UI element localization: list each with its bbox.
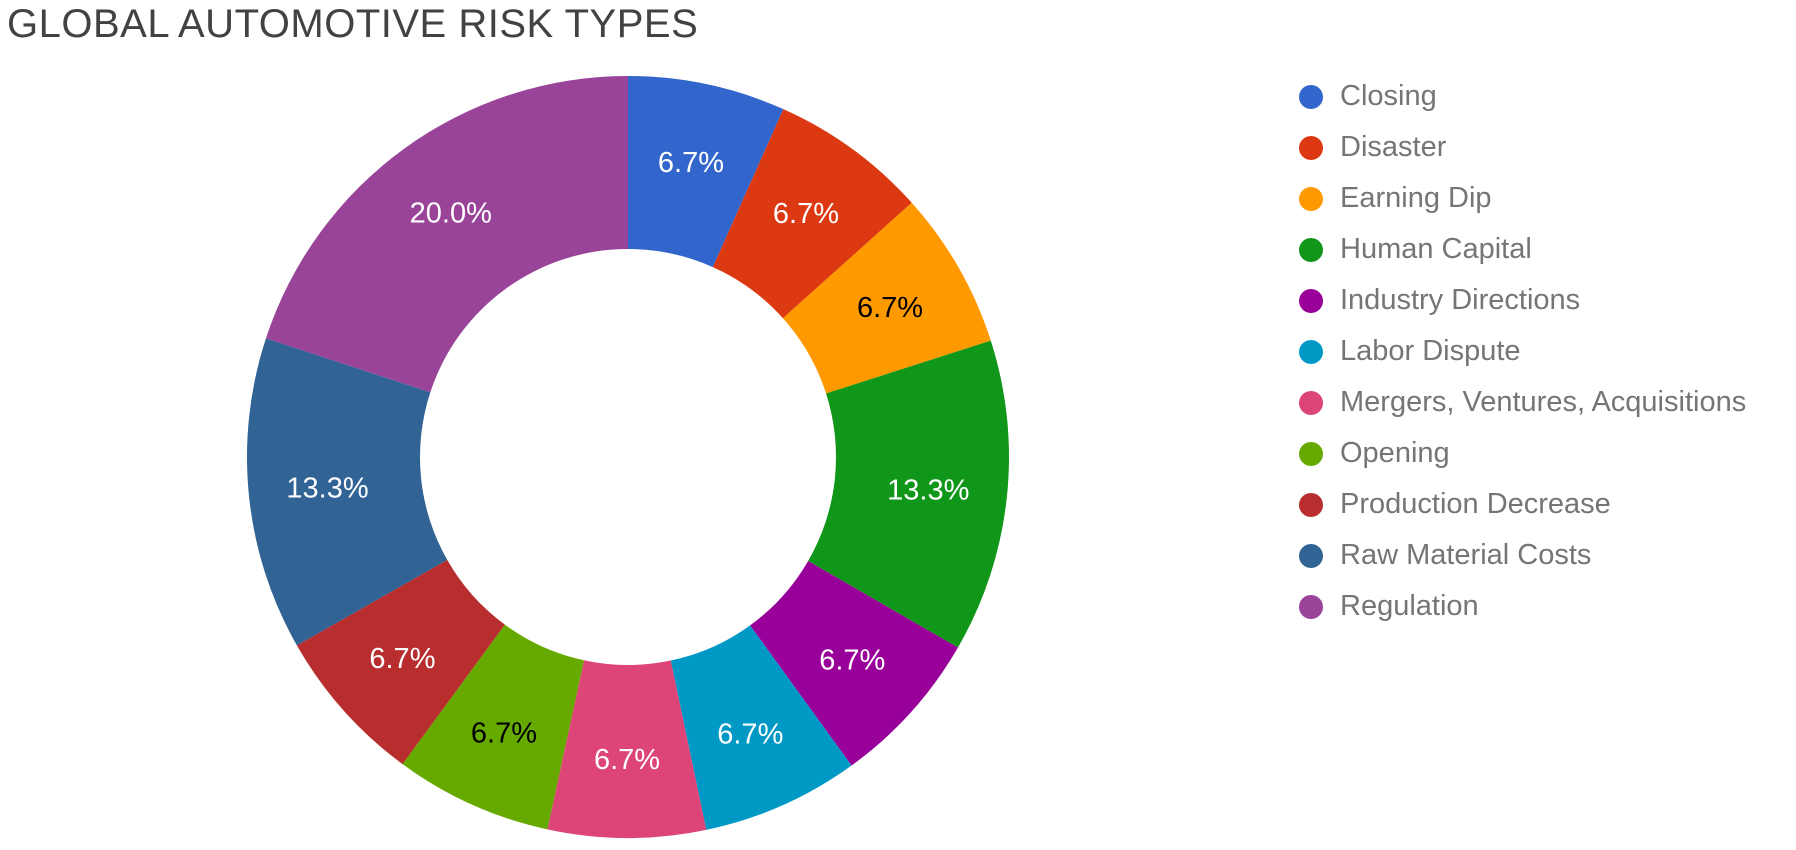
legend-dot-production-decrease	[1299, 492, 1323, 517]
slice-opening[interactable]	[402, 624, 584, 830]
chart-title: GLOBAL AUTOMOTIVE RISK TYPES	[7, 2, 699, 46]
slice-percent-label-industry-directions: 6.7%	[819, 644, 885, 676]
legend-item-regulation[interactable]: Regulation	[1299, 581, 1746, 632]
legend: Closing Disaster Earning Dip Human Capital I…	[1299, 71, 1746, 632]
slice-earning-dip[interactable]	[782, 202, 991, 394]
slice-mergers-ventures-acquisitions[interactable]	[547, 660, 707, 838]
legend-item-label: Disaster	[1340, 131, 1447, 163]
legend-item-label: Mergers, Ventures, Acquisitions	[1340, 386, 1747, 418]
legend-dot-earning-dip	[1299, 186, 1323, 211]
legend-item-disaster[interactable]: Disaster	[1299, 122, 1746, 173]
slice-regulation[interactable]	[265, 76, 628, 393]
slice-labor-dispute[interactable]	[670, 625, 852, 830]
legend-item-earning-dip[interactable]: Earning Dip	[1299, 173, 1746, 224]
slice-percent-label-closing: 6.7%	[658, 147, 724, 179]
slice-percent-label-human-capital: 13.3%	[887, 474, 969, 506]
legend-item-closing[interactable]: Closing	[1299, 71, 1746, 122]
legend-item-raw-material-costs[interactable]: Raw Material Costs	[1299, 530, 1746, 581]
legend-item-production-decrease[interactable]: Production Decrease	[1299, 479, 1746, 530]
legend-item-human-capital[interactable]: Human Capital	[1299, 224, 1746, 275]
legend-item-label: Closing	[1340, 80, 1437, 112]
legend-item-label: Production Decrease	[1340, 488, 1611, 520]
slice-closing[interactable]	[628, 76, 784, 268]
legend-item-label: Human Capital	[1340, 233, 1532, 265]
slice-disaster[interactable]	[712, 109, 912, 319]
slice-percent-label-production-decrease: 6.7%	[369, 643, 435, 675]
legend-item-labor-dispute[interactable]: Labor Dispute	[1299, 326, 1746, 377]
legend-item-label: Earning Dip	[1340, 182, 1492, 214]
slice-percent-label-earning-dip: 6.7%	[857, 292, 923, 324]
slice-production-decrease[interactable]	[296, 559, 505, 765]
legend-item-label: Opening	[1340, 437, 1450, 469]
legend-item-label: Raw Material Costs	[1340, 539, 1592, 571]
legend-item-label: Regulation	[1340, 590, 1479, 622]
legend-dot-regulation	[1299, 594, 1323, 619]
legend-item-industry-directions[interactable]: Industry Directions	[1299, 275, 1746, 326]
slice-percent-label-labor-dispute: 6.7%	[717, 718, 783, 750]
donut-chart: 6.7% 6.7% 6.7% 13.3% 6.7% 6.7% 6.7% 6.7% 6.7% 13.…	[246, 76, 1009, 838]
legend-dot-raw-material-costs	[1299, 543, 1323, 568]
slice-percent-label-mergers-ventures-acquisitions: 6.7%	[594, 744, 660, 776]
legend-dot-human-capital	[1299, 237, 1323, 262]
slice-percent-label-opening: 6.7%	[471, 718, 537, 750]
slice-percent-label-regulation: 20.0%	[410, 198, 492, 230]
slice-percent-label-raw-material-costs: 13.3%	[286, 472, 368, 504]
legend-item-label: Industry Directions	[1340, 284, 1581, 316]
slice-raw-material-costs[interactable]	[246, 338, 448, 646]
legend-dot-closing	[1299, 84, 1323, 109]
legend-dot-opening	[1299, 441, 1323, 466]
legend-dot-industry-directions	[1299, 288, 1323, 313]
legend-dot-mergers-ventures-acquisitions	[1299, 390, 1323, 415]
legend-item-label: Labor Dispute	[1340, 335, 1521, 367]
slice-industry-directions[interactable]	[750, 561, 958, 766]
slice-human-capital[interactable]	[808, 340, 1009, 648]
legend-item-opening[interactable]: Opening	[1299, 428, 1746, 479]
legend-dot-disaster	[1299, 135, 1323, 160]
legend-item-mergers-ventures-acquisitions[interactable]: Mergers, Ventures, Acquisitions	[1299, 377, 1746, 428]
legend-dot-labor-dispute	[1299, 339, 1323, 364]
slice-percent-label-disaster: 6.7%	[773, 198, 839, 230]
